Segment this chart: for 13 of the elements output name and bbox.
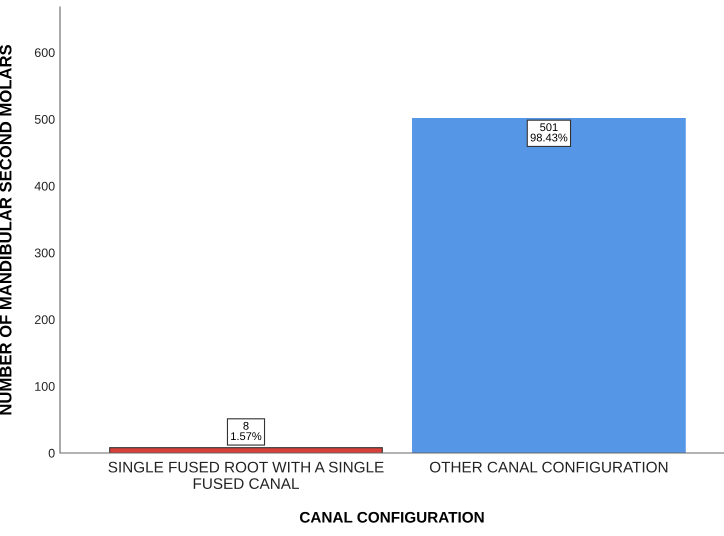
- data-label: 8 1.57%: [231, 422, 262, 440]
- x-tick-label: SINGLE FUSED ROOT WITH A SINGLE FUSED CANAL: [108, 462, 384, 490]
- y-tick-label: 400: [34, 182, 55, 191]
- x-axis-title: CANAL CONFIGURATION: [300, 512, 484, 523]
- x-tick-label: OTHER CANAL CONFIGURATION: [430, 462, 668, 473]
- y-tick-label: 0: [48, 448, 55, 458]
- y-tick-label: 500: [34, 114, 55, 124]
- y-axis-title: NUMBER OF MANDIBULAR SECOND MOLARS: [0, 45, 12, 415]
- data-label: 501 98.43%: [530, 123, 568, 142]
- y-tick-label: 600: [34, 48, 55, 58]
- y-tick-label: 300: [34, 248, 55, 258]
- y-tick-label: 200: [34, 315, 55, 324]
- y-tick-label: 100: [35, 382, 55, 391]
